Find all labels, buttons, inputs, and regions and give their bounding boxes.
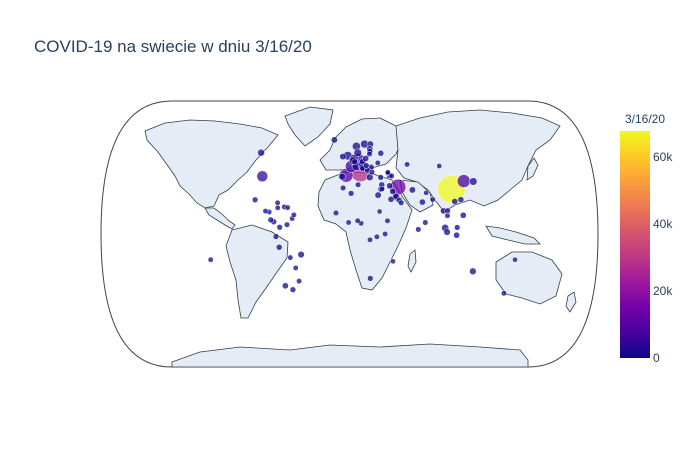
bubble-point-17[interactable] <box>443 228 451 236</box>
greenland-land <box>284 106 334 147</box>
bubble-point-16[interactable] <box>469 177 478 186</box>
bubble-point-67[interactable] <box>354 217 361 224</box>
colorbar-gradient <box>620 131 650 358</box>
bubble-point-70[interactable] <box>382 231 389 237</box>
bubble-point-41[interactable] <box>389 188 397 195</box>
colorbar-ticks: 0 20k 40k 60k <box>653 150 673 365</box>
bubble-point-97[interactable] <box>457 196 465 203</box>
bubble-point-85[interactable] <box>274 199 281 206</box>
bubble-point-91[interactable] <box>287 254 294 261</box>
bubble-point-109[interactable] <box>207 256 214 263</box>
bubble-point-89[interactable] <box>262 208 269 215</box>
bubble-point-64[interactable] <box>340 184 347 191</box>
bubble-point-99[interactable] <box>423 189 430 196</box>
colorbar-tick-label-2: 40k <box>653 217 673 231</box>
bubble-point-61[interactable] <box>379 185 385 192</box>
bubble-point-55[interactable] <box>351 158 358 166</box>
colorbar-title: 3/16/20 <box>625 112 665 126</box>
bubble-point-54[interactable] <box>330 136 338 144</box>
bubble-point-32[interactable] <box>374 191 382 199</box>
bubble-point-65[interactable] <box>332 209 340 217</box>
bubble-point-8[interactable] <box>256 170 269 183</box>
bubble-point-82[interactable] <box>283 221 291 228</box>
north-america-land <box>144 119 279 209</box>
bubble-point-92[interactable] <box>292 264 299 271</box>
bubble-point-72[interactable] <box>367 275 374 282</box>
bubble-point-94[interactable] <box>284 204 291 211</box>
bubble-point-37[interactable] <box>419 198 426 206</box>
central-america-land <box>204 207 236 230</box>
bubble-point-35[interactable] <box>453 231 460 239</box>
bubble-point-22[interactable] <box>469 267 477 275</box>
bubble-point-76[interactable] <box>251 196 259 203</box>
bubble-point-73[interactable] <box>373 233 380 240</box>
bubble-point-71[interactable] <box>384 217 391 224</box>
bubble-point-100[interactable] <box>422 219 429 226</box>
bubble-point-87[interactable] <box>274 204 281 211</box>
bubble-point-79[interactable] <box>282 282 289 290</box>
bubble-point-56[interactable] <box>377 174 384 181</box>
bubble-point-23[interactable] <box>297 251 305 259</box>
bubble-point-60[interactable] <box>404 161 411 168</box>
new-zealand-land <box>565 291 577 313</box>
bubble-point-50[interactable] <box>368 168 376 176</box>
bubble-point-107[interactable] <box>398 199 405 206</box>
bubble-point-81[interactable] <box>276 224 283 231</box>
colorbar-tick-label-3: 60k <box>653 150 673 164</box>
bubble-point-31[interactable] <box>339 153 347 161</box>
bubble-point-101[interactable] <box>415 226 422 233</box>
bubble-point-21[interactable] <box>257 148 265 157</box>
chart-title: COVID-19 na swiecie w dniu 3/16/20 <box>34 37 312 56</box>
bubble-point-102[interactable] <box>444 212 451 219</box>
bubble-point-46[interactable] <box>363 162 370 169</box>
australia-land <box>495 251 563 305</box>
antarctica-land <box>171 343 529 367</box>
bubble-point-104[interactable] <box>436 163 443 169</box>
bubble-point-39[interactable] <box>408 186 416 194</box>
bubble-point-52[interactable] <box>366 150 373 158</box>
bubble-point-98[interactable] <box>429 196 436 203</box>
bubble-point-78[interactable] <box>275 244 283 251</box>
bubble-point-59[interactable] <box>388 172 395 179</box>
japan-land <box>526 157 539 181</box>
bubble-point-74[interactable] <box>390 258 396 265</box>
bubble-point-20[interactable] <box>374 159 381 166</box>
bubble-point-36[interactable] <box>459 211 467 219</box>
bubble-point-66[interactable] <box>345 219 352 226</box>
bubble-point-93[interactable] <box>296 278 303 285</box>
bubble-point-69[interactable] <box>367 236 373 243</box>
bubble-point-33[interactable] <box>387 195 395 203</box>
colorbar-tick-label-1: 20k <box>653 284 673 298</box>
bubble-point-77[interactable] <box>272 233 280 240</box>
bubble-point-4[interactable] <box>457 174 471 188</box>
bubble-point-63[interactable] <box>347 190 355 197</box>
land-layer <box>144 106 577 367</box>
bubble-point-42[interactable] <box>386 182 393 190</box>
bubble-point-45[interactable] <box>377 149 385 157</box>
bubble-point-27[interactable] <box>338 172 346 181</box>
bubble-point-96[interactable] <box>451 198 459 205</box>
bubble-point-105[interactable] <box>500 290 507 297</box>
bubble-point-80[interactable] <box>289 286 297 293</box>
bubble-point-75[interactable] <box>376 208 383 215</box>
bubble-point-62[interactable] <box>355 181 362 188</box>
bubble-layer <box>207 136 518 297</box>
bubble-point-108[interactable] <box>385 169 391 176</box>
bubble-point-15[interactable] <box>353 148 362 157</box>
madagascar-land <box>407 249 417 273</box>
bubble-point-84[interactable] <box>267 216 274 224</box>
bubble-point-103[interactable] <box>454 224 461 231</box>
indonesia-land <box>485 225 541 245</box>
bubble-point-106[interactable] <box>512 256 518 263</box>
bubble-point-29[interactable] <box>362 155 370 162</box>
bubble-point-95[interactable] <box>290 211 297 218</box>
colorbar-tick-label-0: 0 <box>653 351 660 365</box>
